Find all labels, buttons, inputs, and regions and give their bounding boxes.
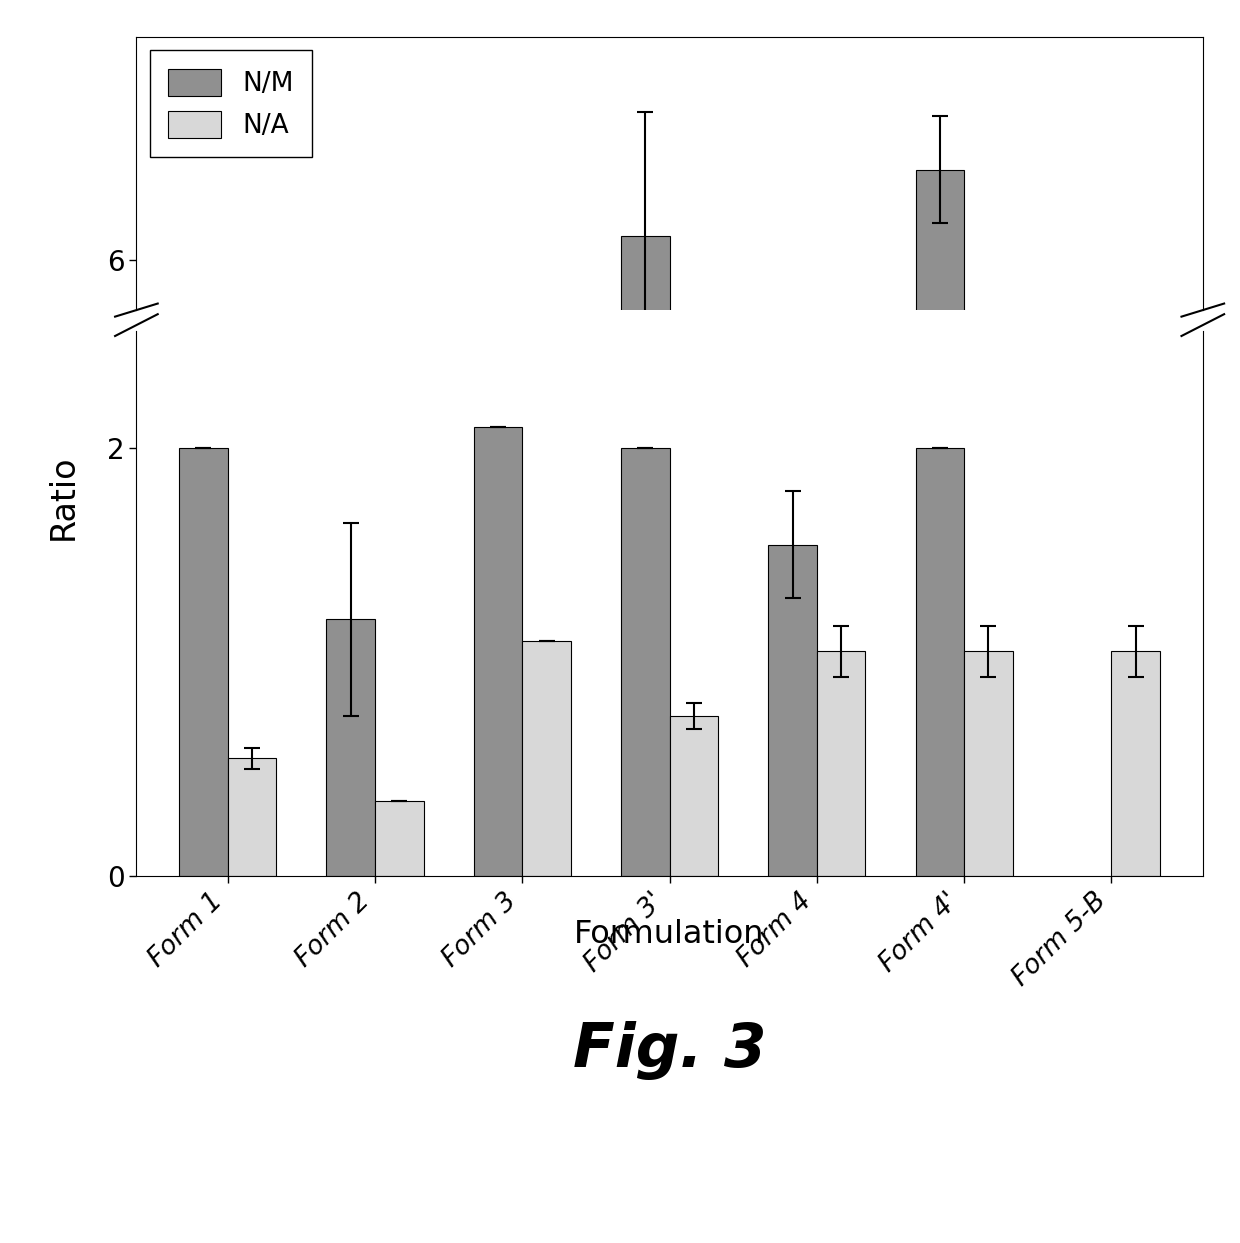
Bar	[179, 449, 228, 876]
Text: Ratio: Ratio	[47, 455, 81, 539]
Bar	[769, 544, 817, 876]
Bar	[965, 651, 1013, 876]
Bar	[522, 641, 570, 876]
Bar	[817, 651, 866, 876]
Bar	[621, 236, 670, 757]
Text: Formulation: Formulation	[574, 920, 765, 951]
Bar	[915, 449, 965, 876]
Bar	[621, 449, 670, 876]
Bar	[326, 619, 374, 876]
Bar	[1111, 651, 1161, 876]
Bar	[670, 716, 718, 876]
Bar	[915, 169, 965, 757]
Bar	[474, 426, 522, 876]
Text: Fig. 3: Fig. 3	[573, 1021, 766, 1080]
Legend: N/M, N/A: N/M, N/A	[150, 51, 312, 158]
Bar	[228, 758, 277, 876]
Bar	[374, 802, 424, 876]
